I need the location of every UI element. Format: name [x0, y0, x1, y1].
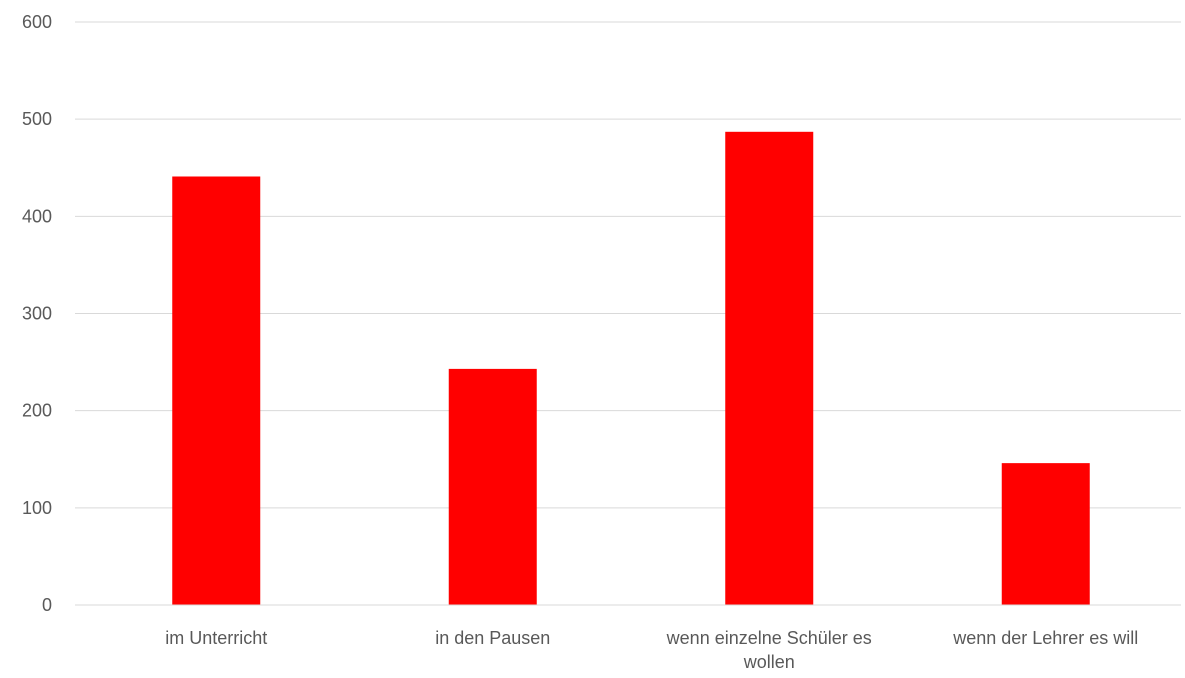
bar-1 — [172, 176, 261, 605]
x-category-label-line: in den Pausen — [435, 628, 550, 648]
x-category-label-3: wenn einzelne Schüler es wollen — [666, 628, 872, 672]
y-tick-label-0: 0 — [42, 595, 52, 615]
x-axis-category-labels: im Unterricht in den Pausen wenn einzelne … — [165, 628, 1138, 672]
x-category-label-line: wenn einzelne Schüler es — [666, 628, 872, 648]
bar-4 — [1001, 463, 1090, 605]
x-category-label-4: wenn der Lehrer es will — [952, 628, 1138, 648]
x-category-label-line: wenn der Lehrer es will — [952, 628, 1138, 648]
x-category-label-1: im Unterricht — [165, 628, 267, 648]
y-tick-label-400: 400 — [22, 206, 52, 226]
x-category-label-2: in den Pausen — [435, 628, 550, 648]
y-tick-label-600: 600 — [22, 12, 52, 32]
y-tick-label-200: 200 — [22, 401, 52, 421]
bars — [172, 131, 1090, 605]
bar-2 — [448, 368, 537, 605]
y-axis-ticks: 0 100 200 300 400 500 600 — [22, 12, 52, 615]
x-category-label-line: im Unterricht — [165, 628, 267, 648]
x-category-label-line: wollen — [743, 652, 795, 672]
y-tick-label-500: 500 — [22, 109, 52, 129]
bar-3 — [725, 131, 814, 605]
y-tick-label-300: 300 — [22, 304, 52, 324]
y-tick-label-100: 100 — [22, 498, 52, 518]
